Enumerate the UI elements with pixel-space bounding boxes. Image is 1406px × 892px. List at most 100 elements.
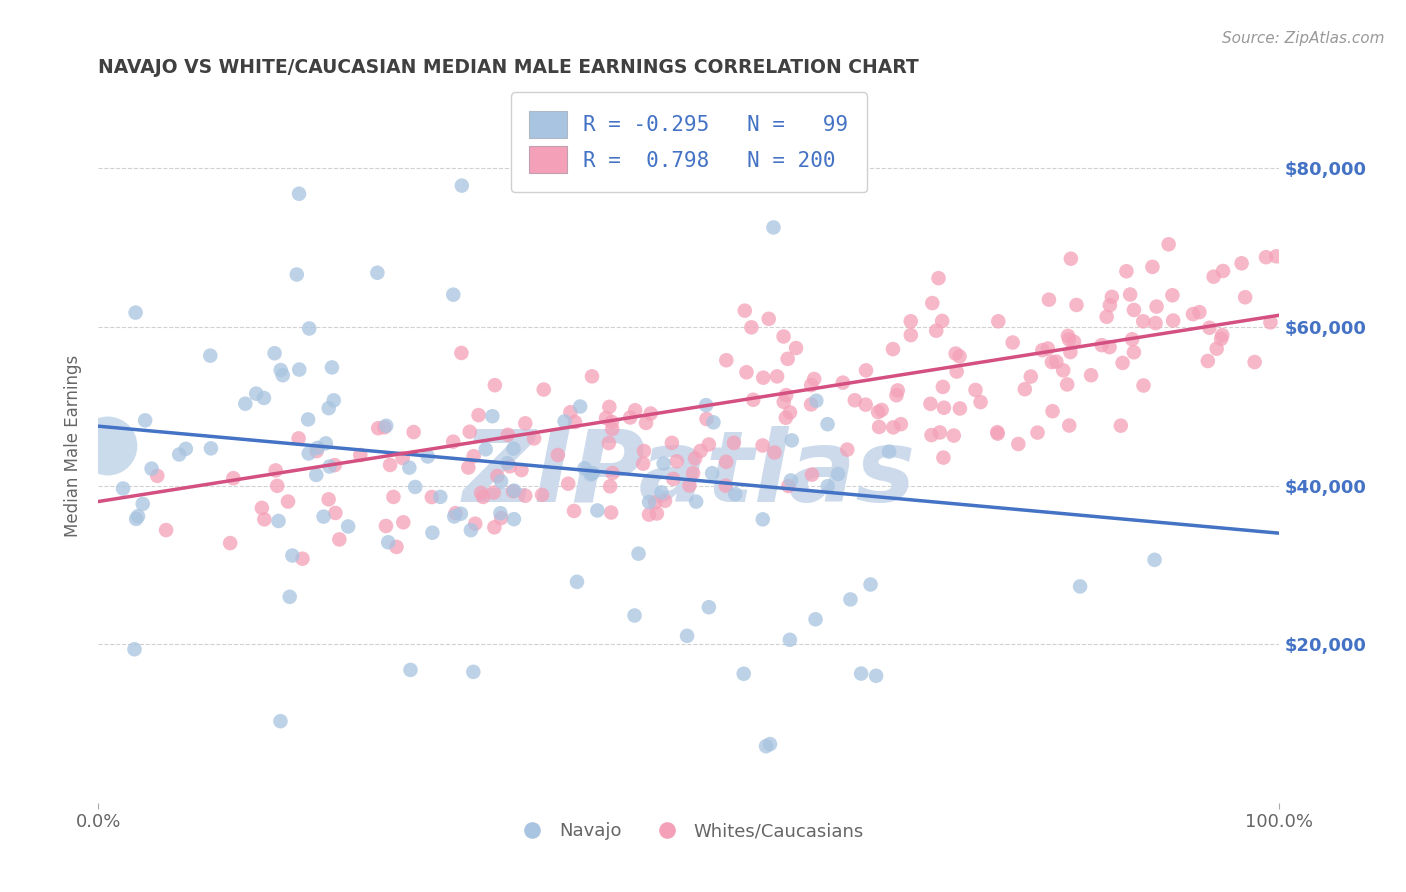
- Point: [724, 487, 747, 501]
- Point: [264, 463, 287, 477]
- Point: [472, 490, 495, 504]
- Point: [277, 494, 299, 508]
- Point: [932, 380, 955, 394]
- Point: [222, 471, 245, 485]
- Point: [752, 512, 775, 526]
- Point: [886, 388, 908, 402]
- Point: [1069, 579, 1091, 593]
- Point: [751, 438, 773, 452]
- Point: [1109, 418, 1132, 433]
- Point: [920, 397, 942, 411]
- Point: [315, 436, 337, 450]
- Point: [404, 480, 426, 494]
- Point: [167, 447, 190, 461]
- Point: [1026, 425, 1049, 440]
- Point: [267, 514, 290, 528]
- Point: [945, 365, 967, 379]
- Point: [817, 479, 839, 493]
- Point: [775, 388, 797, 402]
- Point: [391, 451, 413, 466]
- Point: [1007, 437, 1029, 451]
- Point: [219, 536, 242, 550]
- Point: [486, 469, 509, 483]
- Point: [450, 178, 472, 193]
- Point: [1260, 315, 1282, 329]
- Point: [349, 448, 371, 462]
- Point: [1098, 340, 1121, 354]
- Point: [865, 669, 887, 683]
- Point: [678, 478, 700, 492]
- Point: [801, 467, 824, 482]
- Point: [533, 383, 555, 397]
- Point: [1211, 332, 1233, 346]
- Point: [266, 479, 288, 493]
- Point: [515, 489, 537, 503]
- Point: [695, 398, 717, 412]
- Point: [1197, 354, 1219, 368]
- Point: [600, 422, 623, 436]
- Point: [489, 511, 512, 525]
- Point: [598, 436, 620, 450]
- Point: [325, 506, 347, 520]
- Point: [716, 353, 738, 368]
- Point: [1144, 316, 1167, 330]
- Point: [579, 467, 602, 482]
- Point: [1080, 368, 1102, 383]
- Point: [602, 466, 624, 480]
- Point: [586, 503, 609, 517]
- Point: [776, 351, 799, 366]
- Point: [450, 346, 472, 360]
- Point: [318, 459, 340, 474]
- Point: [464, 516, 486, 531]
- Point: [599, 479, 621, 493]
- Point: [832, 376, 855, 390]
- Point: [804, 612, 827, 626]
- Point: [547, 448, 569, 462]
- Point: [482, 485, 505, 500]
- Point: [755, 739, 778, 754]
- Point: [931, 314, 953, 328]
- Point: [1157, 237, 1180, 252]
- Point: [474, 442, 496, 457]
- Text: NAVAJO VS WHITE/CAUCASIAN MEDIAN MALE EARNINGS CORRELATION CHART: NAVAJO VS WHITE/CAUCASIAN MEDIAN MALE EA…: [98, 57, 920, 77]
- Point: [619, 410, 641, 425]
- Point: [298, 446, 321, 460]
- Point: [1211, 328, 1233, 343]
- Point: [800, 378, 823, 392]
- Point: [631, 457, 654, 471]
- Point: [925, 324, 948, 338]
- Point: [740, 320, 762, 334]
- Point: [134, 413, 156, 427]
- Point: [752, 370, 775, 384]
- Point: [772, 395, 794, 409]
- Point: [392, 516, 415, 530]
- Point: [382, 490, 405, 504]
- Point: [481, 409, 503, 424]
- Point: [779, 632, 801, 647]
- Point: [496, 427, 519, 442]
- Point: [318, 492, 340, 507]
- Point: [1057, 332, 1080, 346]
- Point: [484, 520, 506, 534]
- Point: [271, 368, 294, 383]
- Point: [463, 665, 485, 679]
- Point: [633, 444, 655, 458]
- Point: [367, 421, 389, 435]
- Point: [928, 271, 950, 285]
- Point: [806, 393, 828, 408]
- Point: [689, 444, 711, 458]
- Point: [429, 490, 451, 504]
- Point: [1019, 369, 1042, 384]
- Point: [965, 383, 987, 397]
- Point: [269, 714, 291, 728]
- Point: [307, 441, 329, 455]
- Point: [1060, 252, 1083, 266]
- Point: [652, 457, 675, 471]
- Point: [441, 434, 464, 449]
- Text: ZIPatlas: ZIPatlas: [463, 426, 915, 523]
- Point: [1115, 264, 1137, 278]
- Point: [1045, 354, 1067, 368]
- Point: [779, 474, 801, 488]
- Point: [321, 360, 343, 375]
- Point: [125, 512, 148, 526]
